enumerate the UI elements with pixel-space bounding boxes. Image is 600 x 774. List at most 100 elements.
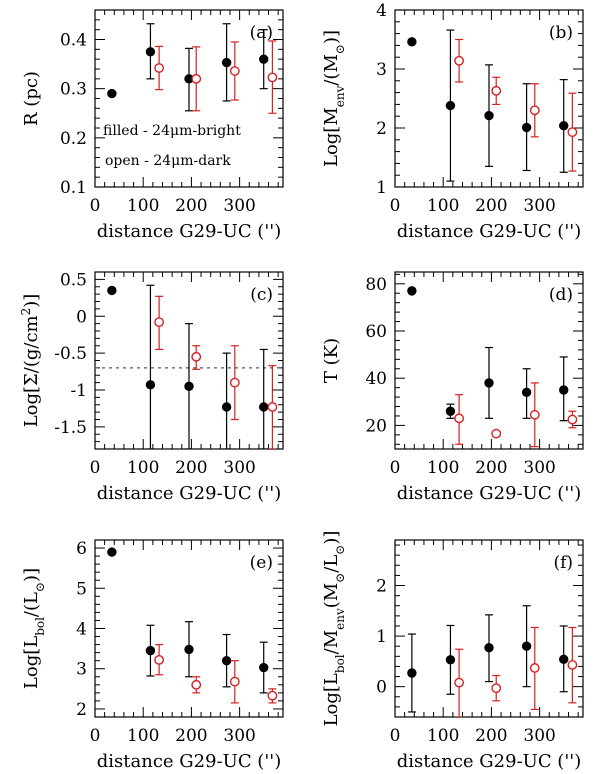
data-point-open: [454, 413, 465, 424]
y-tick-label: 0.4: [60, 31, 87, 51]
data-point-open: [529, 663, 540, 673]
y-tick-label: 0.3: [60, 80, 87, 100]
ylabel-part: Log[L: [321, 673, 342, 726]
panel-c: 0 100 200 300 -1.5 -1 -0.5 0 0.5 distance G29-UC …: [19, 270, 284, 504]
y-axis-label: Log[Σ/(g/cm2)]: [19, 294, 42, 428]
x-tick-label: 100: [427, 196, 459, 216]
x-tick-label: 200: [175, 196, 207, 216]
x-tick-label: 200: [475, 458, 507, 478]
data-point-open: [491, 683, 502, 694]
y-axis-label: Log[Lbol/Menv(M⊙/L⊙)]: [321, 531, 347, 727]
data-point-filled: [107, 88, 117, 99]
panel-label-a: (a): [250, 23, 273, 43]
y-tick-label: 2: [376, 577, 387, 597]
y-tick-label: 1: [376, 627, 387, 647]
y-tick-label: 6: [76, 539, 87, 559]
data-point-open: [567, 414, 578, 425]
ylabel-part: ⊙: [333, 573, 347, 583]
data-point-filled: [221, 57, 232, 68]
data-point-filled: [445, 100, 456, 111]
y-tick-label: -0.5: [54, 344, 87, 364]
ylabel-part: ⊙: [333, 44, 347, 54]
ylabel-part: bol: [333, 654, 347, 673]
y-tick-label: 60: [365, 322, 387, 342]
x-axis-label: distance G29-UC (''): [97, 751, 282, 772]
y-tick-label: 3: [376, 60, 387, 80]
data-points: [407, 29, 578, 182]
data-point-filled: [184, 644, 194, 655]
y-axis-label: Log[Lbol/(L⊙)]: [21, 568, 47, 689]
y-axis-label: R (pc): [21, 71, 42, 126]
data-point-open: [454, 55, 465, 66]
y-tick-label: 5: [76, 579, 87, 599]
y-tick-label: 80: [365, 275, 387, 295]
x-tick-label: 100: [127, 196, 159, 216]
data-point-open: [229, 676, 240, 687]
legend-filled: filled - 24μm-bright: [103, 123, 241, 139]
x-tick-label: 100: [427, 726, 459, 746]
y-tick-label: 0: [376, 678, 387, 698]
data-point-filled: [559, 385, 569, 395]
ylabel-part: Log[L: [21, 636, 42, 689]
y-tick-label: 0: [76, 307, 87, 327]
data-points: [107, 547, 278, 704]
x-tick-label: 100: [127, 726, 159, 746]
panel-label-c: (c): [250, 285, 273, 305]
data-point-filled: [407, 37, 417, 47]
data-point-filled: [259, 662, 269, 673]
data-point-filled: [107, 547, 117, 557]
data-point-filled: [521, 641, 532, 651]
y-tick-label: 0.5: [60, 270, 87, 290]
data-point-filled: [145, 645, 156, 656]
ylabel-part: env: [333, 85, 347, 107]
ylabel-part: Log[M: [321, 107, 342, 167]
data-points: [107, 284, 278, 449]
data-point-filled: [221, 402, 232, 412]
data-point-filled: [521, 387, 532, 398]
x-tick-label: 200: [475, 196, 507, 216]
data-point-open: [154, 654, 165, 665]
panel-f: 0 100 200 300 0 1 2 distance G29-UC ('') Log[Lbo…: [321, 531, 584, 772]
x-tick-label: 300: [223, 458, 255, 478]
ylabel-part: /(L: [21, 592, 42, 617]
data-point-filled: [145, 47, 156, 57]
x-axis-label: distance G29-UC (''): [97, 483, 282, 504]
ylabel-part: )]: [321, 30, 342, 44]
ylabel-part: /(M: [321, 54, 342, 86]
y-tick-label: 2: [76, 700, 87, 720]
ylabel-part: )]: [321, 531, 342, 545]
panel-a: 0 100 200 300 0.1 0.2 0.3 0.4 distance G29-UC ('…: [21, 9, 284, 242]
data-point-open: [491, 428, 502, 439]
panel-label-f: (f): [553, 553, 573, 573]
data-point-open: [191, 679, 202, 690]
data-point-open: [454, 677, 465, 688]
data-point-open: [267, 402, 278, 412]
data-point-filled: [445, 655, 456, 665]
data-point-filled: [559, 654, 569, 665]
y-tick-label: 2: [376, 119, 387, 139]
plot-frame-b: [394, 9, 584, 188]
y-tick-label: 20: [365, 416, 387, 436]
x-tick-label: 300: [223, 196, 255, 216]
data-point-filled: [484, 378, 494, 388]
data-point-filled: [107, 285, 117, 296]
ylabel-part: ⊙: [33, 582, 47, 592]
x-tick-label: 300: [523, 458, 555, 478]
y-tick-label: -1.5: [54, 418, 87, 438]
legend-open: open - 24μm-dark: [105, 153, 231, 169]
data-points: [407, 286, 578, 448]
data-points: [107, 23, 278, 114]
data-point-open: [491, 85, 502, 96]
data-point-open: [567, 127, 578, 138]
y-tick-label: 40: [365, 369, 387, 389]
ylabel-part: /L: [321, 555, 342, 573]
panel-label-b: (b): [549, 23, 573, 43]
x-axis-label: distance G29-UC (''): [397, 751, 582, 772]
data-point-open: [529, 105, 540, 116]
ylabel-part: )]: [21, 568, 42, 582]
x-tick-label: 100: [427, 458, 459, 478]
x-axis-label: distance G29-UC (''): [97, 221, 282, 242]
y-tick-label: 4: [76, 620, 87, 640]
data-point-filled: [559, 120, 569, 131]
data-point-filled: [521, 122, 532, 133]
